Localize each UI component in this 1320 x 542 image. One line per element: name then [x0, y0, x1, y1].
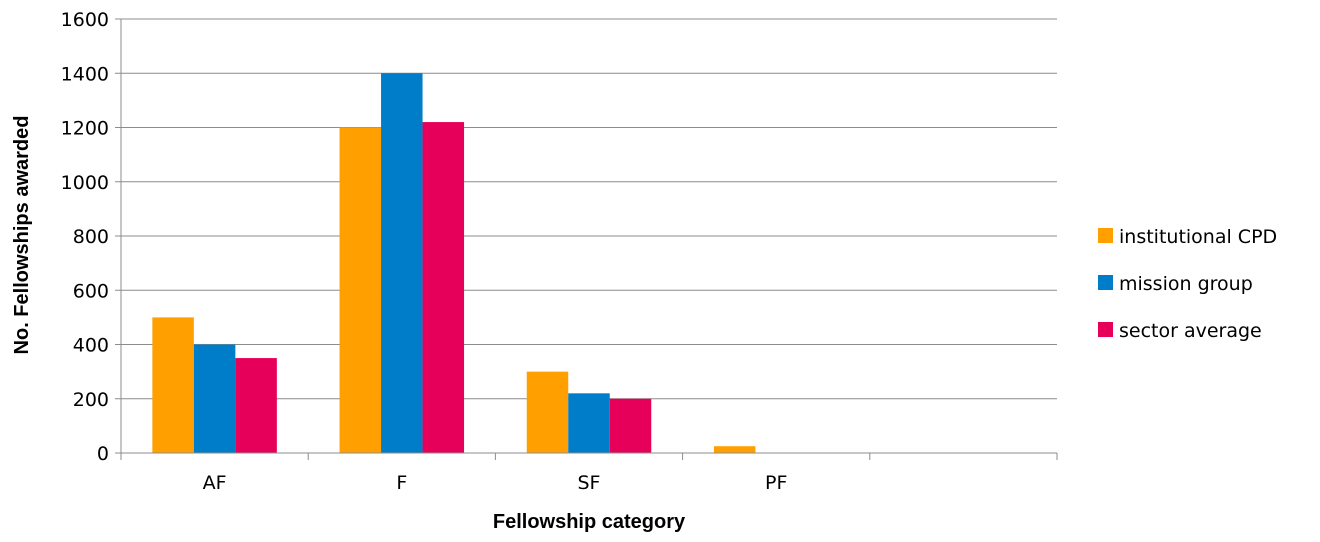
- y-tick-label: 200: [73, 389, 109, 411]
- x-tick-label: AF: [203, 472, 227, 494]
- legend-label: mission group: [1119, 273, 1253, 295]
- y-tick-labels: 0 200 400 600 800 1000 1200 1400 1600: [61, 9, 109, 465]
- y-tick-label: 1200: [61, 118, 109, 140]
- bar-institutional-cpd-f: [339, 127, 382, 453]
- y-tick-label: 800: [73, 226, 109, 248]
- legend-swatch: [1098, 322, 1113, 337]
- x-tick-label: PF: [765, 472, 787, 494]
- y-tick-label: 1000: [61, 172, 109, 194]
- bar-institutional-cpd-pf: [713, 446, 756, 453]
- y-tick-label: 1400: [61, 63, 109, 85]
- gridlines: [115, 18, 1057, 454]
- y-tick-label: 1600: [61, 9, 109, 31]
- bar-mission-group-sf: [568, 393, 610, 453]
- y-axis-title: No. Fellowships awarded: [11, 116, 33, 355]
- x-tick-label: F: [396, 472, 407, 494]
- bars: [152, 73, 756, 453]
- y-tick-label: 400: [73, 335, 109, 357]
- legend-swatch: [1098, 275, 1113, 290]
- legend-label: sector average: [1119, 320, 1262, 342]
- bar-sector-average-af: [235, 358, 277, 453]
- y-tick-label: 600: [73, 280, 109, 302]
- bar-mission-group-f: [381, 73, 423, 453]
- bar-mission-group-af: [193, 344, 236, 453]
- x-tick-labels: AF F SF PF: [203, 472, 788, 494]
- legend-label: institutional CPD: [1119, 226, 1277, 248]
- y-tick-label: 0: [97, 443, 109, 465]
- bar-institutional-cpd-sf: [526, 371, 569, 453]
- axes: [120, 19, 1058, 460]
- legend: institutional CPD mission group sector ave…: [1098, 226, 1277, 342]
- x-axis-title: Fellowship category: [493, 511, 686, 533]
- bar-institutional-cpd-af: [152, 317, 194, 453]
- legend-swatch: [1098, 228, 1113, 243]
- x-tick-label: SF: [578, 472, 601, 494]
- bar-sector-average-sf: [609, 398, 652, 453]
- bar-sector-average-f: [422, 122, 465, 453]
